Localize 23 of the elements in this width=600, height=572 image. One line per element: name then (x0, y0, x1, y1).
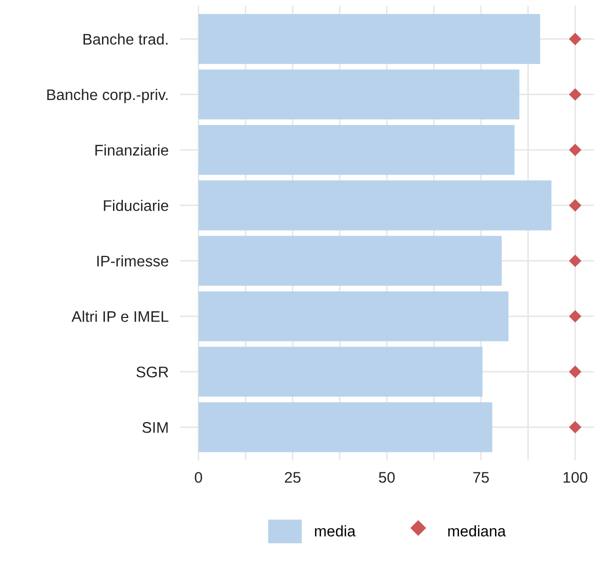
bar (198, 346, 482, 397)
y-tick-label: SIM (142, 422, 168, 433)
x-tick-label: 25 (284, 472, 300, 483)
y-tick-label: Fiduciarie (104, 200, 168, 212)
x-tick-label: 100 (564, 472, 588, 483)
x-tick-label: 50 (378, 472, 395, 483)
bar (198, 291, 508, 342)
bar (198, 69, 520, 120)
legend-label: media (314, 525, 356, 536)
x-tick-label: 0 (194, 472, 202, 483)
y-tick-label: Altri IP e IMEL (72, 310, 168, 322)
bar (198, 236, 502, 286)
y-tick-label: Finanziarie (95, 144, 168, 156)
bar (198, 14, 540, 64)
y-tick-label: IP-rimesse (97, 255, 168, 267)
bar (198, 124, 515, 175)
x-tick-label: 75 (473, 472, 489, 483)
y-tick-label: SGR (136, 366, 168, 378)
y-tick-label: Banche trad. (84, 33, 168, 45)
y-tick-label: Banche corp.-priv. (47, 88, 168, 104)
bar (198, 402, 492, 452)
bar (198, 180, 552, 230)
legend-label: mediana (448, 525, 506, 536)
